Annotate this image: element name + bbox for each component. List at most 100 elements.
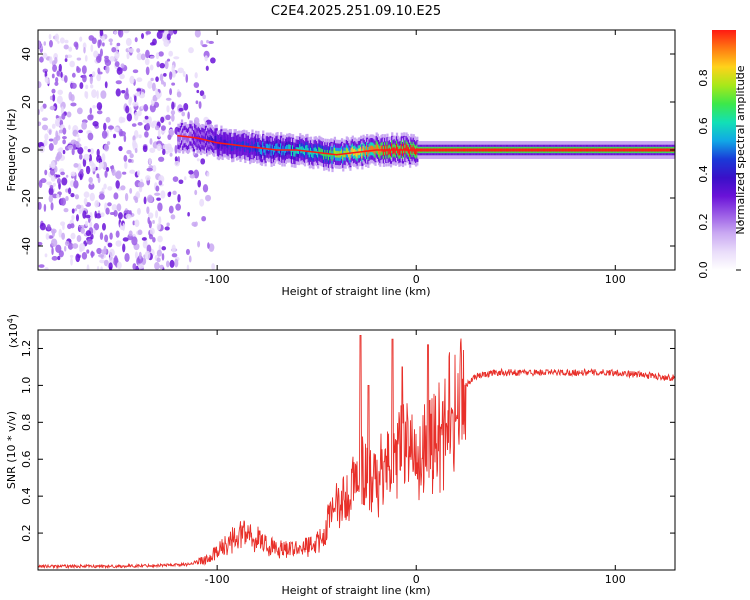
- spectrogram-noise-blob: [54, 81, 59, 86]
- spectrogram-ridge-cell: [375, 143, 378, 151]
- spectrogram-y-tick-label: 0: [20, 147, 33, 154]
- spectrogram-noise-blob: [138, 134, 142, 139]
- spectrogram-noise-blob: [113, 210, 118, 217]
- spectrogram-ridge-cell: [305, 145, 308, 152]
- spectrogram-noise-blob: [108, 262, 113, 270]
- spectrogram-noise-blob: [177, 193, 181, 203]
- spectrogram-noise-blob: [67, 187, 72, 195]
- spectrogram-noise-blob: [116, 42, 121, 47]
- spectrogram-noise-blob: [109, 232, 113, 240]
- spectrogram-noise-blob: [67, 144, 74, 150]
- spectrogram-noise-blob: [168, 129, 175, 136]
- spectrogram-noise-blob: [81, 65, 87, 75]
- spectrogram-noise-blob: [86, 249, 90, 254]
- spectrogram-ridge-cell: [179, 133, 182, 141]
- spectrogram-noise-blob: [43, 139, 48, 147]
- spectrogram-noise-blob: [168, 205, 174, 214]
- spectrogram-ridge-cell: [262, 141, 265, 149]
- spectrogram-noise-blob: [169, 259, 175, 268]
- spectrogram-noise-blob: [163, 72, 167, 77]
- spectrogram-ridge-cell: [186, 136, 190, 143]
- spectrogram-noise-blob: [64, 58, 68, 63]
- spectrogram-noise-blob: [206, 172, 210, 177]
- snr-x-tick-label: 100: [605, 573, 626, 586]
- spectrogram-noise-blob: [205, 194, 212, 202]
- spectrogram-noise-blob: [107, 242, 113, 248]
- spectrogram-ridge-cell: [182, 136, 185, 143]
- spectrogram-noise-blob: [147, 212, 154, 219]
- spectrogram-ridge-cell: [327, 153, 331, 161]
- spectrogram-noise-blob: [149, 55, 155, 59]
- spectrogram-noise-blob: [178, 179, 184, 184]
- spectrogram-noise-blob: [108, 255, 114, 265]
- spectrogram-noise-blob: [110, 165, 113, 170]
- spectrogram-ridge-cell: [299, 144, 302, 151]
- spectrogram-noise-blob: [50, 176, 56, 182]
- spectrogram-noise-blob: [167, 146, 174, 153]
- colorbar-gradient: [712, 30, 736, 270]
- spectrogram-noise-blob: [65, 188, 69, 193]
- spectrogram-noise-blob: [171, 253, 178, 258]
- spectrogram-noise-blob: [99, 259, 105, 264]
- spectrogram-noise-blob: [168, 121, 171, 126]
- spectrogram-noise-blob: [104, 170, 108, 178]
- spectrogram-noise-blob: [157, 235, 163, 243]
- spectrogram-noise-blob: [68, 46, 73, 52]
- spectrogram-noise-blob: [134, 251, 138, 259]
- spectrogram-ridge-cell: [275, 143, 278, 151]
- spectrogram-ridge-cell: [241, 141, 245, 148]
- spectrogram-noise-blob: [59, 37, 65, 44]
- spectrogram-noise-blob: [154, 262, 160, 270]
- spectrogram-noise-blob: [74, 194, 80, 200]
- spectrogram-noise-blob: [147, 116, 152, 124]
- snr-frame: [37, 329, 676, 571]
- spectrogram-noise-blob: [151, 82, 156, 92]
- spectrogram-noise-blob: [155, 76, 159, 82]
- spectrogram-noise-blob: [70, 193, 75, 198]
- spectrogram-noise-blob: [208, 243, 215, 252]
- spectrogram-ridge-cell: [320, 148, 323, 156]
- spectrogram-ridge-cell: [260, 148, 264, 155]
- spectrogram-noise-blob: [142, 145, 148, 153]
- spectrogram-ridge-cell: [195, 132, 198, 140]
- spectrogram-noise-blob: [140, 53, 146, 61]
- spectrogram-noise-blob: [88, 176, 93, 183]
- spectrogram-noise-blob: [178, 107, 184, 112]
- snr-x-axis-label: Height of straight line (km): [281, 584, 430, 597]
- spectrogram-ridge-cell: [194, 131, 197, 138]
- spectrogram-noise-blob: [129, 169, 136, 174]
- spectrogram-noise-blob: [50, 202, 54, 211]
- spectrogram-noise-blob: [96, 265, 100, 270]
- spectrogram-ridge-cell: [403, 143, 406, 150]
- spectrogram-noise-blob: [57, 40, 60, 44]
- spectrogram-noise-blob: [71, 72, 76, 78]
- spectrogram-noise-blob: [58, 63, 62, 72]
- spectrogram-noise-blob: [116, 203, 122, 212]
- spectrogram-noise-blob: [138, 264, 145, 269]
- spectrogram-noise-blob: [150, 77, 154, 82]
- snr-y-tick-label: 0.4: [20, 487, 33, 505]
- spectrogram-ridge-cell: [269, 143, 272, 151]
- spectrogram-noise-blob: [114, 61, 120, 67]
- spectrogram-ridge-cell: [270, 149, 273, 156]
- spectrogram-y-tick-label: 40: [20, 47, 33, 61]
- spectrogram-noise-blob: [61, 232, 65, 240]
- spectrogram-noise-blob: [105, 65, 110, 74]
- spectrogram-ridge-cell: [245, 141, 248, 148]
- spectrogram-noise-blob: [54, 33, 60, 42]
- spectrogram-noise-blob: [99, 232, 104, 240]
- spectrogram-noise-blob: [84, 55, 88, 62]
- spectrogram-ridge-cell: [221, 142, 224, 149]
- spectrogram-noise-blob: [74, 208, 78, 212]
- spectrogram-noise-blob: [132, 139, 137, 148]
- spectrogram-noise-blob: [189, 174, 196, 179]
- spectrogram-noise-blob: [120, 185, 126, 191]
- snr-y-ticks: 0.2 0.4 0.6 0.8 1.0 1.2: [20, 340, 675, 542]
- spectrogram-noise-blob: [93, 50, 99, 58]
- spectrogram-noise-blob: [76, 204, 82, 210]
- spectrogram-noise-blob: [198, 101, 202, 109]
- spectrogram-ridge-cell: [361, 151, 364, 159]
- spectrogram-ridge-cell: [200, 137, 203, 144]
- spectrogram-noise-blob: [107, 202, 112, 207]
- spectrogram-noise-blob: [126, 113, 133, 122]
